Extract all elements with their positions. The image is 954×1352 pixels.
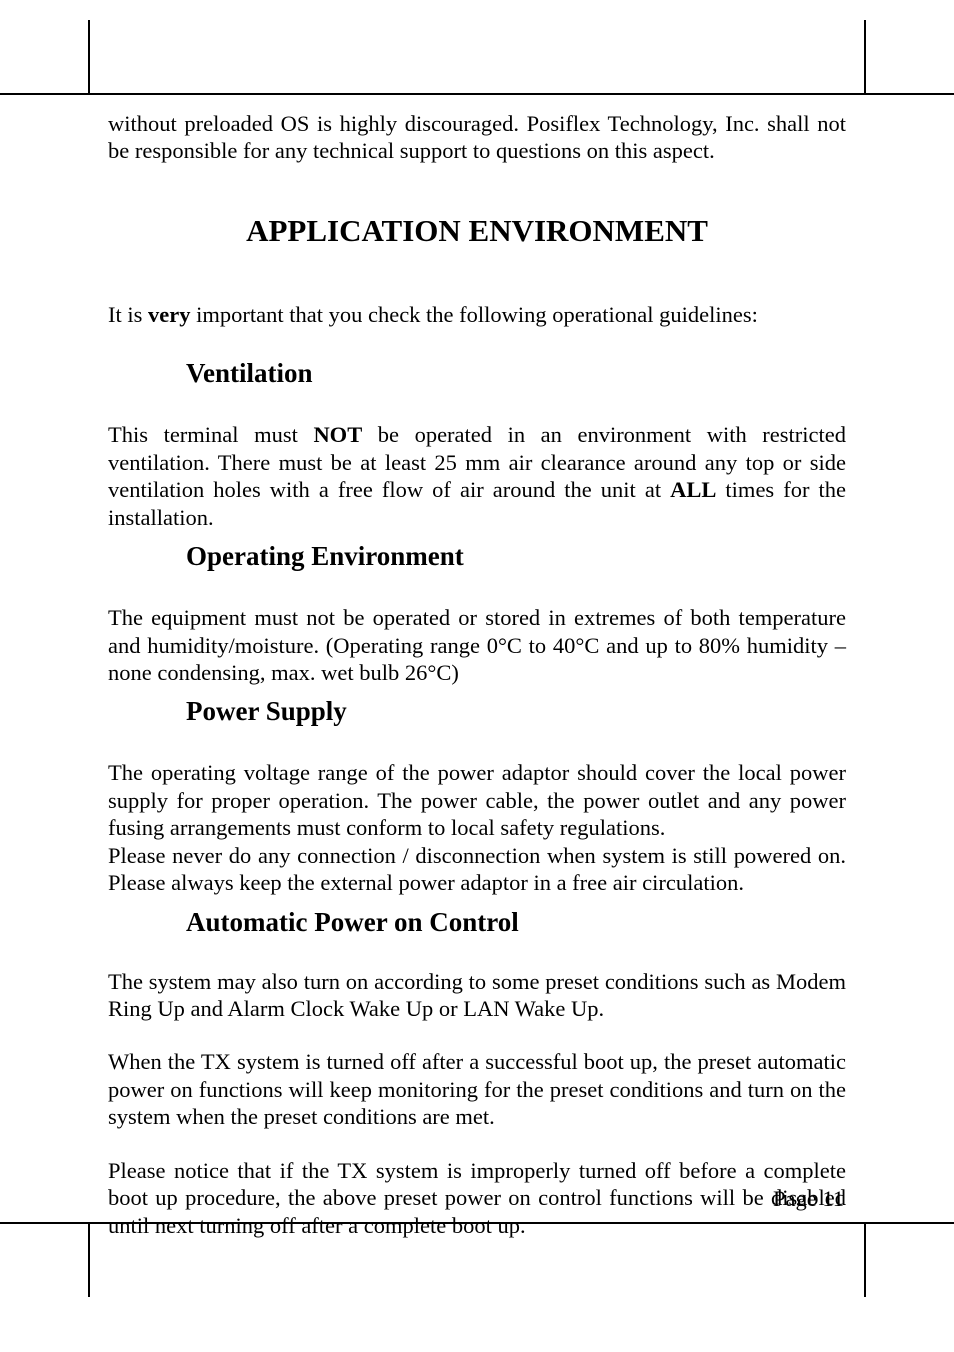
document-page: without preloaded OS is highly discourag… bbox=[0, 0, 954, 1352]
heading-ventilation: Ventilation bbox=[186, 358, 846, 389]
heading-power-supply: Power Supply bbox=[186, 696, 846, 727]
heading-operating-environment: Operating Environment bbox=[186, 541, 846, 572]
check-line-bold: very bbox=[148, 302, 190, 327]
ventilation-p1-a: This terminal must bbox=[108, 422, 313, 447]
auto-power-paragraph-2: When the TX system is turned off after a… bbox=[108, 1048, 846, 1130]
auto-power-paragraph-3: Please notice that if the TX system is i… bbox=[108, 1157, 846, 1239]
heading-automatic-power-on: Automatic Power on Control bbox=[186, 907, 846, 938]
paragraph-gap bbox=[108, 1131, 846, 1157]
check-line-pre: It is bbox=[108, 302, 148, 327]
top-right-vertical-rule bbox=[864, 20, 866, 95]
operating-env-paragraph: The equipment must not be operated or st… bbox=[108, 604, 846, 686]
paragraph-gap bbox=[108, 1022, 846, 1048]
top-horizontal-rule bbox=[0, 93, 954, 95]
heading-application-environment: APPLICATION ENVIRONMENT bbox=[108, 213, 846, 249]
ventilation-p1-b: NOT bbox=[313, 422, 362, 447]
bottom-left-vertical-rule bbox=[88, 1222, 90, 1297]
power-supply-paragraph-1: The operating voltage range of the power… bbox=[108, 759, 846, 841]
page-number: Page 11 bbox=[773, 1186, 844, 1212]
content-area: without preloaded OS is highly discourag… bbox=[108, 110, 846, 1239]
check-guidelines-line: It is very important that you check the … bbox=[108, 301, 846, 328]
auto-power-paragraph-1: The system may also turn on according to… bbox=[108, 968, 846, 1023]
check-line-post: important that you check the following o… bbox=[191, 302, 758, 327]
bottom-right-vertical-rule bbox=[864, 1222, 866, 1297]
intro-paragraph: without preloaded OS is highly discourag… bbox=[108, 110, 846, 165]
power-supply-paragraph-2: Please never do any connection / disconn… bbox=[108, 842, 846, 897]
top-left-vertical-rule bbox=[88, 20, 90, 95]
ventilation-p1-d: ALL bbox=[670, 477, 716, 502]
ventilation-paragraph: This terminal must NOT be operated in an… bbox=[108, 421, 846, 531]
